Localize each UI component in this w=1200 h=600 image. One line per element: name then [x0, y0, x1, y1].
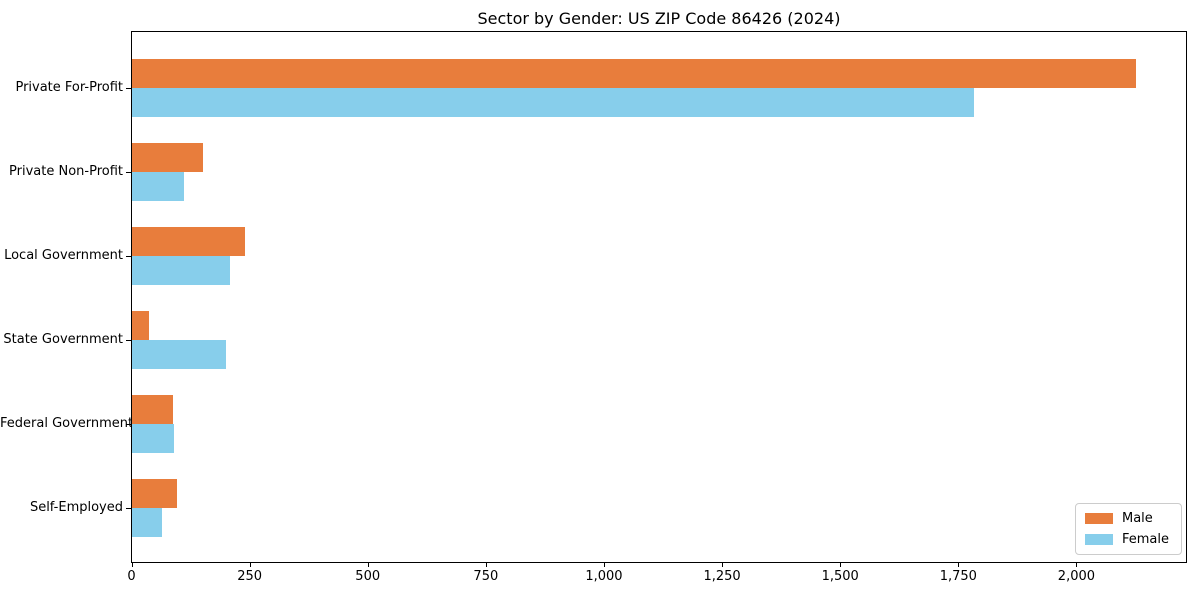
y-axis-tick: [126, 172, 131, 173]
y-axis-label: Local Government: [4, 248, 123, 263]
bar-male-4: [132, 395, 173, 424]
legend-label-female: Female: [1121, 532, 1169, 547]
x-axis-tick-label: 2,000: [1057, 569, 1096, 584]
x-axis-tick: [958, 563, 960, 567]
chart-title: Sector by Gender: US ZIP Code 86426 (202…: [477, 9, 841, 28]
bar-male-0: [132, 59, 1136, 88]
y-axis-label: Private Non-Profit: [9, 164, 123, 179]
bar-male-3: [132, 311, 149, 340]
x-axis-tick: [249, 563, 251, 567]
x-axis-tick: [131, 563, 133, 567]
x-axis-tick: [840, 563, 842, 567]
bar-female-1: [132, 172, 184, 201]
x-axis-tick: [722, 563, 724, 567]
bar-female-4: [132, 424, 174, 453]
legend-item-male: Male: [1084, 511, 1169, 526]
x-axis-tick-label: 1,500: [821, 569, 859, 584]
bar-male-5: [132, 479, 177, 508]
x-axis-tick: [1076, 563, 1078, 567]
y-axis-tick: [126, 340, 131, 341]
y-axis-tick: [126, 88, 131, 89]
y-axis-tick: [126, 508, 131, 509]
x-axis-tick-label: 0: [127, 569, 136, 584]
legend-item-female: Female: [1084, 532, 1169, 547]
legend-label-male: Male: [1121, 511, 1153, 526]
plot-area: [131, 31, 1187, 563]
x-axis-tick-label: 750: [473, 569, 499, 584]
x-axis-tick-label: 500: [355, 569, 381, 584]
x-axis-tick-label: 1,000: [585, 569, 623, 584]
y-axis-label: Private For-Profit: [15, 80, 123, 95]
legend-swatch-male: [1084, 513, 1113, 524]
bar-female-2: [132, 256, 230, 285]
bar-female-0: [132, 88, 974, 117]
x-axis-tick-label: 250: [237, 569, 263, 584]
x-axis-tick: [485, 563, 487, 567]
legend: Male Female: [1074, 503, 1182, 555]
bar-male-2: [132, 227, 245, 256]
y-axis-label: Self-Employed: [29, 500, 123, 515]
bar-female-5: [132, 508, 162, 537]
x-axis-tick-label: 1,750: [939, 569, 977, 584]
x-axis-tick: [367, 563, 369, 567]
y-axis-label: State Government: [3, 332, 123, 347]
legend-swatch-female: [1084, 534, 1113, 545]
y-axis-tick: [126, 256, 131, 257]
bar-female-3: [132, 340, 226, 369]
y-axis-tick: [126, 424, 131, 425]
bar-male-1: [132, 143, 203, 172]
x-axis-tick: [603, 563, 605, 567]
y-axis-label: Federal Government: [0, 416, 134, 431]
x-axis-tick-label: 1,250: [703, 569, 741, 584]
